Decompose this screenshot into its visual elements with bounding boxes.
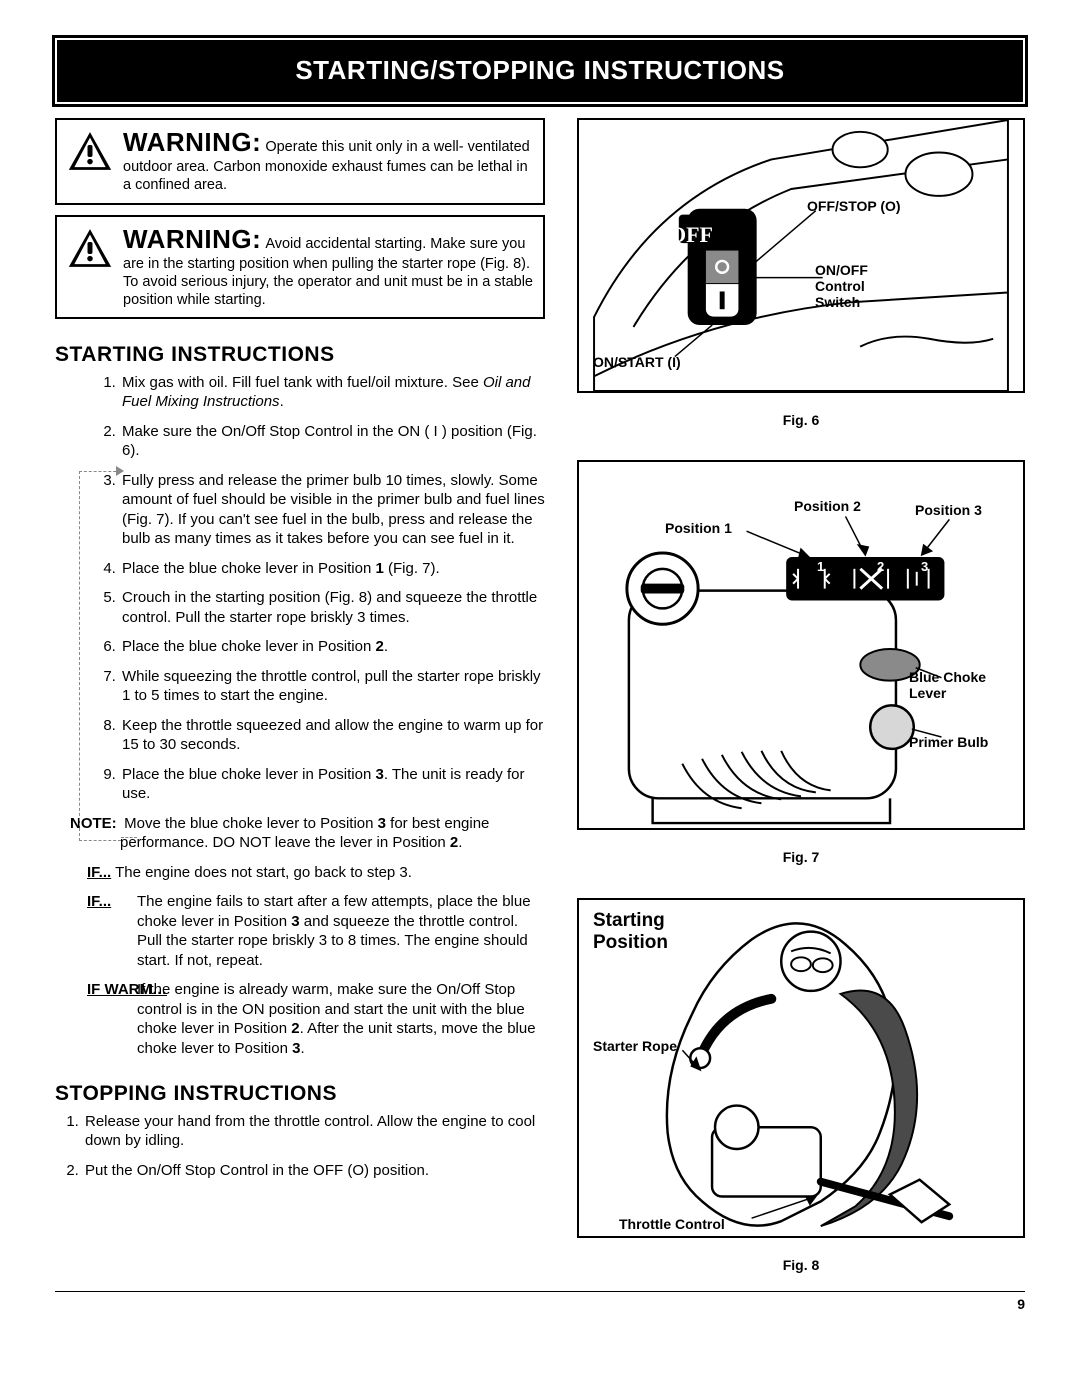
choke-num-1: 1 (817, 559, 824, 576)
list-item: Fully press and release the primer bulb … (120, 471, 545, 549)
list-item: Make sure the On/Off Stop Control in the… (120, 422, 545, 461)
warning-text-2: WARNING:Avoid accidental starting. Make … (123, 223, 533, 310)
callout-on-start: ON/START (I) (593, 354, 681, 370)
warning-box-2: WARNING:Avoid accidental starting. Make … (55, 215, 545, 320)
figure-8: Starting Position Starter Rope Throttle … (577, 898, 1025, 1238)
choke-num-2: 2 (877, 559, 884, 576)
figure-6: OFF OFF/STOP (O) ON/OFF Control Switch O… (577, 118, 1025, 393)
callout-throttle: Throttle Control (619, 1216, 725, 1232)
starting-heading: STARTING INSTRUCTIONS (55, 341, 545, 368)
right-column: OFF OFF/STOP (O) ON/OFF Control Switch O… (577, 118, 1025, 1282)
list-item: Release your hand from the throttle cont… (83, 1112, 545, 1151)
callout-position-1: Position 1 (665, 520, 732, 536)
warning-icon (67, 227, 113, 275)
list-item: Keep the throttle squeezed and allow the… (120, 716, 545, 755)
arrowhead-icon (116, 466, 124, 476)
choke-num-3: 3 (921, 559, 928, 576)
dash-segment (121, 837, 137, 838)
list-item: While squeezing the throttle control, pu… (120, 667, 545, 706)
list-item: Crouch in the starting position (Fig. 8)… (120, 588, 545, 627)
list-item: Place the blue choke lever in Position 3… (120, 765, 545, 804)
list-item: Place the blue choke lever in Position 2… (120, 637, 545, 657)
stopping-heading: STOPPING INSTRUCTIONS (55, 1080, 545, 1107)
list-item: Place the blue choke lever in Position 1… (120, 559, 545, 579)
figure-7: 1 2 3 Position 1 Position 2 Position 3 B… (577, 460, 1025, 830)
fig7-label: Fig. 7 (765, 848, 838, 866)
callout-starter-rope: Starter Rope (593, 1038, 677, 1054)
fig6-illustration (579, 120, 1023, 391)
callout-onoff-switch: ON/OFF Control Switch (815, 262, 868, 310)
list-item: Mix gas with oil. Fill fuel tank with fu… (120, 373, 545, 412)
callout-position-3: Position 3 (915, 502, 982, 518)
callout-off-stop: OFF/STOP (O) (807, 198, 901, 214)
list-item: Put the On/Off Stop Control in the OFF (… (83, 1161, 545, 1181)
warning-text-1: WARNING:Operate this unit only in a well… (123, 126, 533, 195)
note: NOTE: Move the blue choke lever to Posit… (84, 814, 545, 853)
fig8-heading: Starting Position (593, 910, 668, 954)
off-badge: OFF (669, 221, 713, 250)
starting-list: Mix gas with oil. Fill fuel tank with fu… (55, 373, 545, 804)
callout-position-2: Position 2 (794, 498, 861, 514)
fig8-label: Fig. 8 (765, 1256, 838, 1274)
page-title: STARTING/STOPPING INSTRUCTIONS (55, 38, 1025, 104)
if-block-2: IF... The engine fails to start after a … (87, 892, 545, 970)
if-block-3: IF WARM… If the engine is already warm, … (87, 980, 545, 1058)
stopping-list: Release your hand from the throttle cont… (55, 1112, 545, 1181)
if-block-1: IF... The engine does not start, go back… (87, 863, 545, 883)
callout-choke-lever: Blue Choke Lever (909, 669, 986, 701)
page-number: 9 (55, 1291, 1025, 1313)
warning-icon (67, 130, 113, 178)
warning-box-1: WARNING:Operate this unit only in a well… (55, 118, 545, 205)
fig6-label: Fig. 6 (765, 411, 838, 429)
left-column: WARNING:Operate this unit only in a well… (55, 118, 545, 1282)
callout-primer-bulb: Primer Bulb (909, 734, 988, 750)
